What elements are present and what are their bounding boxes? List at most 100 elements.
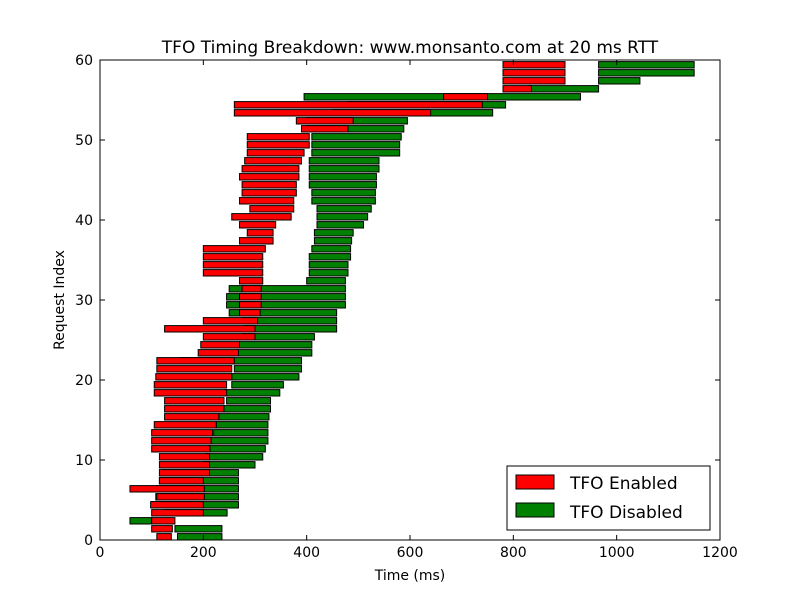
bar-tfo-enabled-19	[153, 381, 228, 389]
bar-tfo-disabled-41	[316, 205, 372, 213]
bar-tfo-disabled-39	[316, 221, 364, 229]
bar-tfo-enabled-32	[239, 277, 264, 285]
bar-tfo-enabled-21	[156, 365, 233, 373]
bar-tfo-disabled-47	[308, 157, 380, 165]
bar-tfo-disabled-48	[311, 149, 401, 157]
bar-tfo-enabled-24	[200, 341, 240, 349]
bar-tfo-disabled-32	[306, 277, 346, 285]
bar-tfo-disabled-28	[228, 309, 338, 317]
bar-tfo-disabled-20	[231, 373, 300, 381]
bar-tfo-disabled-33	[308, 269, 349, 277]
bar-tfo-enabled-13	[151, 429, 214, 437]
bar-tfo-disabled-29	[226, 301, 346, 309]
bar-tfo-enabled-20	[155, 373, 233, 381]
bar-tfo-enabled-8	[158, 469, 211, 477]
x-tick-label-200: 200	[190, 545, 217, 561]
bar-tfo-enabled-23	[197, 349, 239, 357]
bar-tfo-enabled-48	[246, 149, 305, 157]
bar-tfo-disabled-40	[316, 213, 369, 221]
bar-tfo-enabled-50	[246, 133, 310, 141]
bar-tfo-disabled-58	[598, 69, 695, 77]
x-tick-label-0: 0	[96, 545, 105, 561]
bar-tfo-enabled-46	[241, 165, 300, 173]
bar-tfo-enabled-40	[231, 213, 292, 221]
bar-tfo-disabled-38	[313, 229, 354, 237]
chart-title: TFO Timing Breakdown: www.monsanto.com a…	[161, 38, 659, 58]
bar-tfo-disabled-9	[202, 461, 256, 469]
bar-tfo-disabled-14	[215, 421, 269, 429]
x-tick-label-400: 400	[293, 545, 320, 561]
bar-tfo-disabled-10	[205, 453, 264, 461]
x-tick-label-1000: 1000	[599, 545, 635, 561]
bar-tfo-disabled-44	[308, 181, 377, 189]
bar-tfo-enabled-9	[158, 461, 211, 469]
bar-tfo-enabled-27	[202, 317, 259, 325]
bar-tfo-enabled-17	[164, 397, 225, 405]
legend-label-tfo-enabled: TFO Enabled	[569, 474, 678, 494]
bar-tfo-enabled-10	[158, 453, 211, 461]
bar-tfo-enabled-0	[156, 533, 172, 541]
bar-tfo-enabled-47	[244, 157, 303, 165]
bar-tfo-disabled-24	[239, 341, 313, 349]
bar-tfo-enabled-30	[239, 293, 262, 301]
y-tick-label-50: 50	[75, 133, 93, 149]
bar-tfo-enabled-25	[202, 333, 256, 341]
bar-tfo-disabled-18	[223, 389, 281, 397]
bar-tfo-disabled-56	[528, 85, 600, 93]
bar-tfo-enabled-12	[151, 437, 212, 445]
bar-tfo-enabled-28	[239, 309, 261, 317]
bar-tfo-disabled-19	[231, 381, 284, 389]
bar-tfo-enabled-43	[241, 189, 297, 197]
bar-tfo-disabled-21	[233, 365, 302, 373]
bar-tfo-enabled-49	[246, 141, 310, 149]
y-tick-label-40: 40	[75, 213, 93, 229]
bar-tfo-enabled-34	[202, 261, 264, 269]
bar-tfo-disabled-1	[174, 525, 223, 533]
bar-tfo-enabled-59	[502, 61, 566, 69]
bar-tfo-disabled-2	[129, 517, 153, 525]
bar-tfo-enabled-55	[443, 93, 489, 101]
bar-tfo-enabled-37	[239, 237, 274, 245]
bar-tfo-disabled-42	[311, 197, 376, 205]
legend: TFO Enabled TFO Disabled	[506, 465, 711, 531]
bar-tfo-disabled-23	[236, 349, 313, 357]
bar-tfo-disabled-46	[308, 165, 380, 173]
bar-tfo-enabled-3	[151, 509, 204, 517]
bar-tfo-disabled-15	[218, 413, 270, 421]
bar-tfo-disabled-37	[313, 237, 353, 245]
bar-tfo-disabled-55	[303, 93, 581, 101]
bar-tfo-disabled-17	[226, 397, 271, 405]
bar-tfo-enabled-58	[502, 69, 566, 77]
bar-tfo-enabled-56	[502, 85, 532, 93]
bar-tfo-disabled-0	[177, 533, 223, 541]
bar-tfo-enabled-42	[239, 197, 295, 205]
bars-layer	[129, 61, 695, 541]
bar-tfo-enabled-31	[241, 285, 262, 293]
bar-tfo-disabled-43	[311, 189, 376, 197]
bar-tfo-disabled-50	[311, 133, 402, 141]
y-tick-label-10: 10	[75, 453, 93, 469]
bar-tfo-enabled-5	[156, 493, 205, 501]
y-tick-label-60: 60	[75, 53, 93, 69]
bar-tfo-enabled-54	[233, 101, 483, 109]
bar-tfo-disabled-26	[244, 325, 338, 333]
bar-tfo-enabled-15	[164, 413, 220, 421]
bar-tfo-disabled-16	[223, 405, 271, 413]
bar-tfo-enabled-36	[202, 245, 266, 253]
legend-label-tfo-disabled: TFO Disabled	[569, 503, 683, 523]
bar-tfo-enabled-4	[150, 501, 204, 509]
x-tick-label-800: 800	[500, 545, 527, 561]
bar-tfo-enabled-16	[164, 405, 225, 413]
bar-tfo-disabled-36	[311, 245, 352, 253]
bar-tfo-disabled-31	[228, 285, 346, 293]
bar-tfo-enabled-52	[295, 117, 354, 125]
y-tick-label-30: 30	[75, 293, 93, 309]
legend-swatch-tfo-disabled	[515, 502, 555, 518]
legend-swatch-tfo-enabled	[515, 474, 555, 490]
bar-tfo-enabled-41	[249, 205, 295, 213]
ticks-layer: 0 200 400 600 800 1000 1200 0 10 20 30 40 50 60	[75, 53, 738, 561]
bar-tfo-disabled-49	[311, 141, 401, 149]
bar-tfo-disabled-59	[598, 61, 695, 69]
bar-tfo-enabled-1	[151, 525, 173, 533]
bar-tfo-disabled-12	[210, 437, 269, 445]
